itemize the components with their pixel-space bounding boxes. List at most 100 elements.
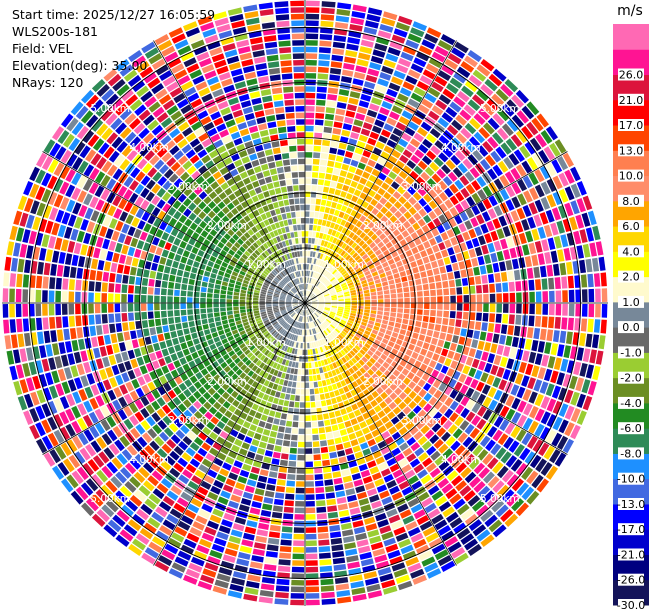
range-gate — [227, 264, 234, 271]
range-gate — [495, 146, 507, 159]
range-gate — [183, 574, 198, 585]
range-gate — [199, 220, 207, 229]
range-gate — [200, 416, 209, 425]
range-gate — [300, 342, 303, 349]
range-gate — [91, 513, 106, 527]
range-gate — [356, 539, 369, 548]
range-gate — [337, 351, 344, 358]
range-gate — [389, 263, 397, 270]
range-gate — [387, 341, 395, 348]
range-gate — [345, 277, 352, 282]
range-gate — [177, 204, 187, 214]
range-gate — [369, 494, 380, 503]
range-gate — [240, 289, 247, 294]
range-gate — [305, 301, 311, 303]
range-gate — [114, 242, 123, 253]
range-gate — [446, 470, 459, 482]
range-gate — [213, 374, 222, 382]
range-gate — [587, 380, 597, 396]
range-gate — [268, 315, 275, 319]
range-gate — [391, 268, 399, 274]
range-gate — [371, 97, 382, 106]
range-gate — [397, 503, 409, 513]
range-gate — [405, 75, 418, 85]
range-gate — [323, 311, 329, 315]
range-gate — [567, 275, 574, 289]
range-gate — [200, 308, 207, 314]
range-gate — [490, 252, 498, 263]
range-gate — [423, 240, 431, 249]
range-gate — [186, 258, 194, 266]
range-gate — [89, 167, 100, 181]
range-gate — [405, 39, 420, 50]
range-gate — [286, 297, 292, 300]
range-gate — [487, 273, 495, 283]
range-gate — [383, 145, 394, 154]
range-gate — [374, 260, 381, 267]
range-gate — [124, 462, 137, 475]
range-gate — [355, 370, 363, 377]
range-gate — [370, 332, 377, 339]
range-gate — [272, 304, 279, 307]
range-gate — [219, 468, 230, 477]
range-gate — [266, 366, 272, 373]
range-gate — [338, 211, 345, 219]
range-gate — [271, 511, 283, 519]
range-gate — [422, 182, 432, 192]
range-gate — [433, 411, 443, 422]
range-gate — [91, 258, 99, 270]
range-gate — [293, 297, 299, 301]
range-gate — [225, 331, 233, 338]
range-gate — [243, 223, 251, 231]
range-gate — [108, 303, 114, 313]
range-gate — [486, 495, 500, 508]
range-gate — [255, 367, 262, 375]
range-gate — [216, 531, 229, 541]
range-gate — [228, 318, 235, 323]
range-gate — [260, 435, 269, 443]
range-gate — [429, 128, 441, 139]
range-gate — [321, 380, 327, 387]
range-gate — [272, 451, 281, 459]
range-gate — [497, 127, 509, 141]
range-gate — [449, 517, 463, 529]
range-gate — [36, 317, 43, 331]
range-gate — [330, 537, 343, 545]
range-gate — [263, 330, 269, 336]
range-gate — [195, 515, 208, 525]
range-gate — [169, 145, 180, 156]
range-gate — [329, 236, 334, 243]
range-gate — [389, 111, 400, 121]
range-gate — [41, 358, 50, 372]
range-gate — [137, 158, 148, 170]
range-gate — [235, 320, 242, 325]
range-gate — [187, 315, 194, 321]
range-gate — [201, 318, 208, 325]
range-gate — [432, 379, 442, 389]
range-gate — [207, 338, 214, 346]
range-gate — [138, 127, 150, 139]
range-gate — [298, 342, 301, 349]
range-gate — [357, 294, 364, 298]
range-gate — [477, 189, 487, 200]
range-gate — [56, 264, 64, 277]
range-gate — [148, 278, 155, 287]
range-gate — [156, 448, 168, 459]
range-gate — [466, 196, 476, 207]
range-gate — [326, 318, 332, 324]
range-gate — [478, 127, 490, 139]
range-gate — [356, 314, 363, 318]
range-gate — [206, 520, 219, 530]
range-gate — [261, 328, 268, 334]
range-gate — [338, 176, 346, 184]
range-gate — [318, 53, 331, 60]
range-gate — [493, 389, 503, 401]
range-gate — [379, 233, 387, 241]
range-gate — [279, 459, 288, 467]
range-gate — [453, 522, 467, 534]
range-gate — [381, 496, 393, 506]
range-gate — [387, 365, 395, 373]
range-gate — [441, 249, 449, 258]
range-gate — [223, 233, 231, 241]
range-gate — [379, 257, 387, 264]
